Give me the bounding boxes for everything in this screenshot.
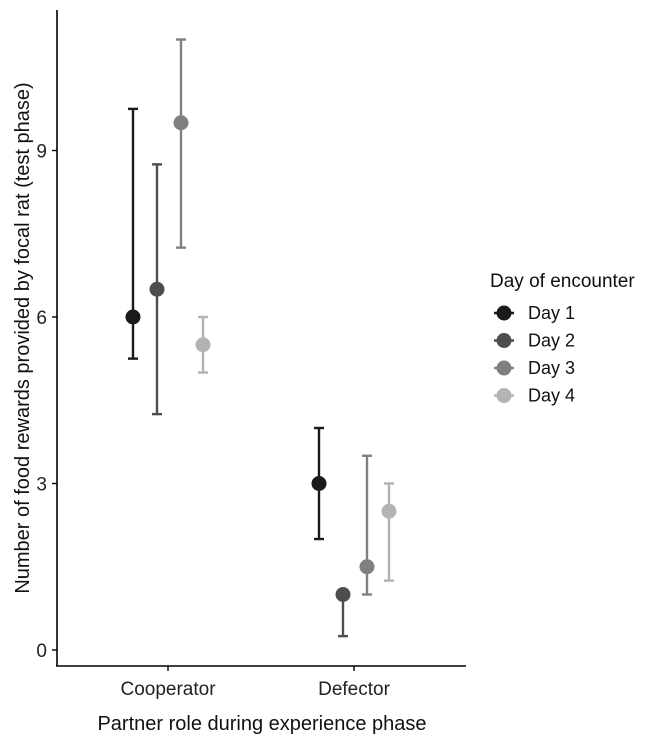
legend-key-point [496, 305, 512, 321]
legend-key-point [496, 388, 512, 403]
x-tick-label: Defector [318, 679, 390, 700]
legend-label: Day 3 [528, 358, 575, 378]
data-point [335, 587, 351, 602]
legend-label: Day 1 [528, 303, 575, 323]
data-point [149, 281, 165, 297]
y-tick-label: 6 [36, 308, 47, 329]
data-point [381, 503, 397, 519]
y-axis-title: Number of food rewards provided by focal… [12, 82, 34, 593]
error-bar [176, 38, 186, 249]
plot-area [125, 38, 397, 638]
legend-item: Day 1 [494, 303, 575, 323]
data-point [173, 115, 189, 131]
x-axis-ticks: Cooperator Defector [120, 666, 391, 700]
y-tick-label: 3 [36, 475, 47, 496]
legend-title: Day of encounter [490, 271, 635, 292]
data-point [359, 559, 375, 575]
legend-item: Day 4 [494, 386, 575, 406]
legend-key-point [496, 333, 512, 348]
y-axis-ticks: 0 3 6 9 [36, 142, 57, 662]
y-tick-label: 9 [36, 142, 47, 163]
legend-item: Day 2 [494, 331, 575, 351]
legend-key-point [496, 360, 512, 376]
legend: Day of encounter Day 1 Day 2 Day 3 Day 4 [490, 271, 635, 406]
x-axis-title: Partner role during experience phase [97, 713, 426, 735]
legend-label: Day 2 [528, 331, 575, 351]
legend-item: Day 3 [494, 358, 575, 378]
data-point [125, 309, 141, 325]
legend-label: Day 4 [528, 386, 575, 406]
x-tick-label: Cooperator [120, 679, 216, 700]
data-point [195, 337, 211, 353]
data-point [311, 476, 327, 491]
error-bar [384, 482, 394, 582]
y-tick-label: 0 [36, 641, 47, 662]
